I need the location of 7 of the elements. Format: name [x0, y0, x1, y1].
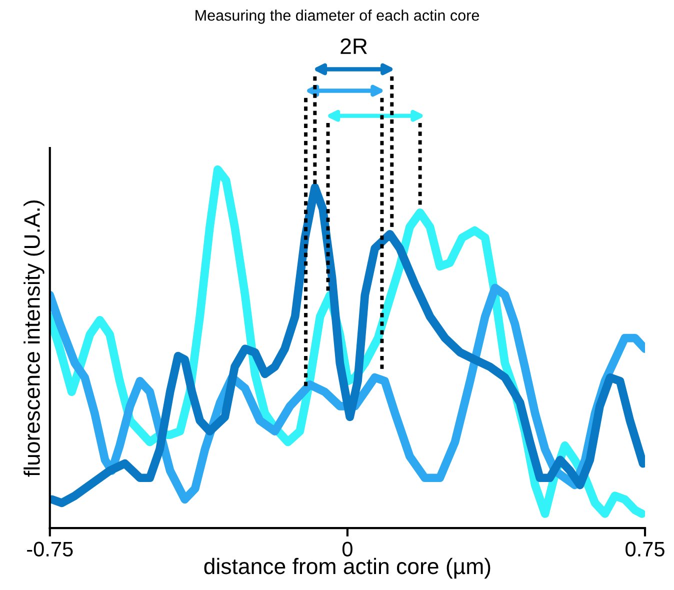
x-tick-label: -0.75 — [27, 542, 73, 557]
chart-title: Measuring the diameter of each actin core — [196, 10, 479, 24]
x-axis-title: distance from actin core (µm) — [204, 558, 490, 579]
text: 2R — [340, 38, 367, 54]
y-axis-title: fluorescence intensity (U.A.) — [24, 200, 44, 477]
x-tick-label: 0 — [342, 542, 352, 557]
x-tick-label: 0.75 — [626, 542, 664, 557]
